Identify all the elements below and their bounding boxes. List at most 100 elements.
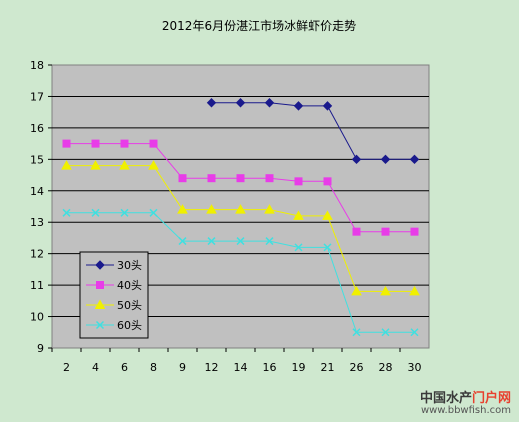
data-point <box>207 237 216 246</box>
series-4 <box>62 208 419 337</box>
data-point <box>91 139 100 148</box>
watermark-brand-b: 门户网 <box>471 391 511 406</box>
watermark-url: www.bbwfish.com <box>420 405 511 416</box>
data-point <box>120 139 129 148</box>
data-point <box>410 328 419 337</box>
data-point <box>235 204 246 214</box>
data-point <box>148 160 159 170</box>
series-line <box>211 102 415 160</box>
x-tick-label: 26 <box>350 361 364 374</box>
data-point <box>95 260 105 270</box>
data-point <box>207 174 216 183</box>
data-point <box>352 328 361 337</box>
data-point <box>380 154 391 165</box>
data-point <box>293 101 304 111</box>
data-point <box>264 204 275 214</box>
x-tick-label: 16 <box>263 361 277 374</box>
data-point <box>322 210 333 220</box>
x-tick-label: 9 <box>179 361 186 374</box>
y-tick-label: 14 <box>30 185 44 198</box>
data-point <box>265 174 274 183</box>
data-point <box>119 160 130 170</box>
data-point <box>120 208 129 217</box>
watermark: 中国水产门户网 www.bbwfish.com <box>420 387 511 416</box>
x-tick-label: 12 <box>205 361 219 374</box>
legend-item: 60头 <box>86 319 142 332</box>
data-point <box>61 160 72 170</box>
data-point <box>149 208 158 217</box>
series-2 <box>62 139 419 236</box>
legend-label: 60头 <box>117 319 142 332</box>
data-point <box>236 237 245 246</box>
x-tick-label: 2 <box>63 361 70 374</box>
y-tick-label: 10 <box>30 311 44 324</box>
x-tick-label: 4 <box>92 361 99 374</box>
legend-item: 30头 <box>86 259 142 272</box>
data-point <box>94 299 106 309</box>
data-point <box>236 174 245 183</box>
data-point <box>91 208 100 217</box>
data-point <box>178 237 187 246</box>
data-point <box>90 160 101 170</box>
legend-label: 50头 <box>117 299 142 312</box>
legend: 30头 40头 50头 60头 <box>79 251 149 339</box>
data-point <box>409 285 420 296</box>
data-point <box>149 139 158 148</box>
y-axis-ticks: 9 10 11 12 13 14 15 16 17 18 <box>30 59 52 355</box>
x-tick-label: 14 <box>234 361 248 374</box>
series-3 <box>61 160 420 296</box>
data-point <box>294 243 303 252</box>
data-point <box>380 285 391 296</box>
y-tick-label: 16 <box>30 122 44 135</box>
x-tick-label: 28 <box>379 361 393 374</box>
x-axis-ticks: 2 4 6 8 9 12 14 16 19 21 26 28 30 <box>51 348 422 374</box>
series-layer <box>61 98 420 337</box>
data-point <box>206 98 217 108</box>
data-point <box>381 328 390 337</box>
y-tick-label: 9 <box>37 342 44 355</box>
data-point <box>294 177 303 186</box>
x-tick-label: 30 <box>408 361 422 374</box>
y-tick-label: 11 <box>30 279 44 292</box>
legend-label: 30头 <box>117 259 142 272</box>
data-point <box>322 101 333 111</box>
data-point <box>265 237 274 246</box>
data-point <box>323 177 332 186</box>
data-point <box>293 210 304 220</box>
data-point <box>351 154 362 165</box>
x-tick-label: 19 <box>292 361 306 374</box>
series-1 <box>206 98 420 165</box>
data-point <box>323 243 332 252</box>
data-point <box>351 285 362 296</box>
y-tick-label: 12 <box>30 248 44 261</box>
data-point <box>62 139 71 148</box>
watermark-brand: 中国水产门户网 <box>420 387 511 406</box>
watermark-brand-a: 中国水产 <box>419 391 472 406</box>
data-point <box>62 208 71 217</box>
data-point <box>381 227 390 236</box>
data-point <box>95 320 105 330</box>
data-point <box>264 98 275 108</box>
chart-title: 2012年6月份湛江市场冰鲜虾价走势 <box>162 18 356 33</box>
y-tick-label: 15 <box>30 153 44 166</box>
data-point <box>178 174 187 183</box>
x-tick-label: 6 <box>121 361 128 374</box>
y-tick-label: 13 <box>30 216 44 229</box>
x-tick-label: 21 <box>321 361 335 374</box>
data-point <box>96 281 104 289</box>
y-tick-label: 18 <box>30 59 44 72</box>
legend-label: 40头 <box>117 279 142 292</box>
data-point <box>177 204 188 214</box>
legend-item: 40头 <box>86 279 142 292</box>
data-point <box>235 98 246 108</box>
data-point <box>206 204 217 214</box>
data-point <box>409 154 420 165</box>
x-tick-label: 8 <box>150 361 157 374</box>
legend-item: 50头 <box>86 299 142 312</box>
y-tick-label: 17 <box>30 90 44 103</box>
data-point <box>410 227 419 236</box>
data-point <box>352 227 361 236</box>
legend-box <box>79 251 149 339</box>
